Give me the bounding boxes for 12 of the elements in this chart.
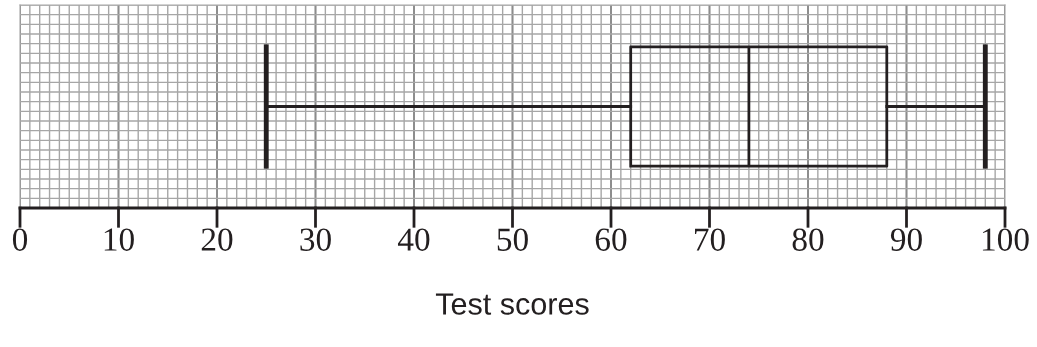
x-tick-label: 20 [201,228,233,251]
x-tick-label: 10 [104,228,134,251]
x-tick-label: 100 [982,228,1029,251]
x-tick-label: 30 [300,228,331,251]
x-tick-label: 70 [695,228,725,251]
x-tick-label: 0 [12,228,28,251]
x-tick-label: 90 [890,228,922,251]
x-tick-label: 60 [595,228,627,251]
x-tick-label: 40 [397,228,430,251]
x-tick-label: 80 [792,228,824,251]
x-axis-title: Test scores [435,293,589,315]
x-tick-label: 50 [497,228,528,251]
